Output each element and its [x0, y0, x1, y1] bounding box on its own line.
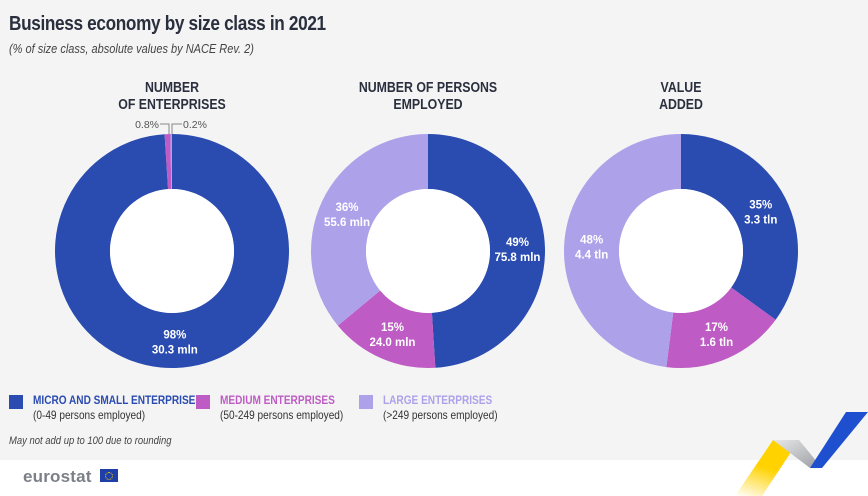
chart-title-value-added: VALUE ADDED — [579, 80, 783, 114]
donut-slice-medium — [164, 134, 172, 190]
legend-detail: (0-49 persons employed) — [33, 408, 146, 422]
donut-slice-large — [310, 134, 428, 326]
page-subtitle: (% of size class, absolute values by NAC… — [9, 42, 254, 56]
donut-slice-medium — [337, 290, 436, 368]
chart-title-persons-employed: NUMBER OF PERSONS EMPLOYED — [326, 80, 530, 114]
data-label-percent: 98% — [163, 329, 186, 341]
footnote: May not add up to 100 due to rounding — [9, 435, 172, 447]
data-label-absolute: 3.3 tln — [744, 214, 777, 226]
donut-slice-micro-small — [428, 134, 546, 368]
legend-label: MICRO AND SMALL ENTERPRISES — [33, 393, 203, 407]
chart-title-line: NUMBER OF PERSONS — [358, 80, 498, 96]
legend-label: MEDIUM ENTERPRISES — [220, 393, 335, 407]
data-label-percent: 35% — [749, 199, 772, 211]
eurostat-logo: eurostat — [23, 467, 92, 486]
chart-title-line: EMPLOYED — [393, 97, 463, 113]
donut-hole — [110, 189, 234, 313]
data-label-absolute: 75.8 mln — [494, 252, 540, 264]
data-label-absolute: 30.3 mln — [152, 344, 198, 356]
chart-title-enterprises: NUMBER OF ENTERPRISES — [70, 80, 274, 114]
legend-swatch — [196, 395, 210, 409]
data-label-percent: 36% — [336, 202, 359, 214]
legend-label: LARGE ENTERPRISES — [383, 393, 493, 407]
donut-hole — [366, 189, 490, 313]
chart-title-line: OF ENTERPRISES — [118, 97, 226, 113]
data-label-absolute: 24.0 mln — [369, 337, 415, 349]
page-title: Business economy by size class in 2021 — [9, 13, 326, 35]
chart-title-line: VALUE — [660, 80, 702, 96]
donut-slice-micro-small — [681, 134, 798, 320]
callout-line-large — [171, 123, 182, 134]
data-label-percent-medium: 0.8% — [135, 119, 159, 131]
legend-swatch — [359, 395, 373, 409]
legend-detail: (50-249 persons employed) — [220, 408, 344, 422]
data-label-percent-large: 0.2% — [183, 119, 207, 131]
data-label-percent: 15% — [381, 322, 404, 334]
data-label-absolute: 1.6 tln — [700, 337, 733, 349]
data-label-percent: 17% — [705, 322, 728, 334]
donut-slice-large — [563, 133, 681, 368]
chart-title-line: NUMBER — [144, 80, 200, 96]
ribbon-grey — [773, 440, 822, 468]
donut-hole — [619, 189, 743, 313]
donut-charts: 98% 30.3 mln 49% 75.8 mln 15% 24.0 mln 36% 55.6… — [55, 119, 798, 369]
legend-swatch — [9, 395, 23, 409]
data-label-percent: 49% — [506, 237, 529, 249]
eu-flag-icon — [100, 469, 118, 482]
donut-slice-large — [170, 134, 172, 190]
ribbon-yellow — [735, 440, 799, 496]
legend-detail: (>249 persons employed) — [383, 408, 498, 422]
donut-slice-medium — [666, 287, 776, 368]
ribbon-blue — [810, 412, 868, 468]
data-label-absolute: 4.4 tln — [575, 249, 608, 261]
donut-slice-micro-small — [55, 134, 290, 369]
chart-title-line: ADDED — [659, 97, 703, 113]
data-label-percent: 48% — [580, 234, 603, 246]
callout-line-medium — [160, 123, 170, 134]
data-label-absolute: 55.6 mln — [324, 217, 370, 229]
